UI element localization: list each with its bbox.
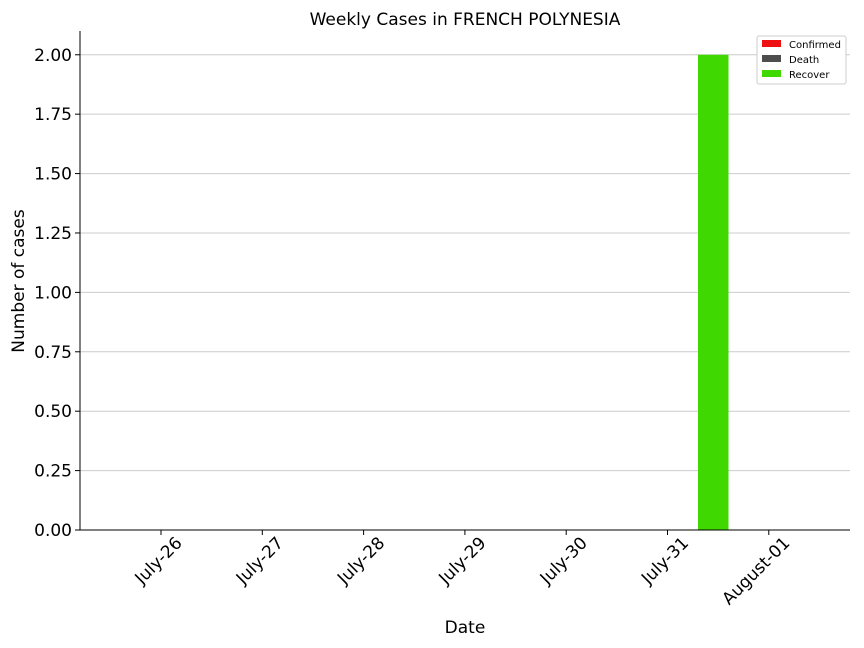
legend-swatch-recover	[762, 70, 781, 77]
x-tick-label: July-31	[637, 533, 693, 589]
y-tick-label: 0.00	[34, 521, 72, 541]
legend-label-confirmed: Confirmed	[789, 40, 841, 51]
x-ticks: July-26 July-27 July-28 July-29 July-30 July-…	[131, 530, 794, 609]
x-tick-label: July-26	[131, 533, 187, 589]
y-tick-label: 0.75	[34, 343, 72, 363]
y-tick-label: 0.25	[34, 462, 72, 482]
chart-title: Weekly Cases in FRENCH POLYNESIA	[310, 10, 621, 30]
x-tick-label: July-30	[536, 533, 592, 589]
legend-label-death: Death	[789, 55, 819, 66]
x-tick-label: July-29	[435, 533, 491, 589]
y-tick-label: 1.00	[34, 283, 72, 303]
x-axis-label: Date	[445, 618, 486, 638]
grid-lines	[80, 54, 850, 472]
legend-swatch-confirmed	[762, 40, 781, 47]
legend-swatch-death	[762, 55, 781, 62]
y-tick-label: 0.50	[34, 402, 72, 422]
legend: Confirmed Death Recover	[756, 35, 847, 85]
y-tick-label: 1.50	[34, 165, 72, 185]
y-tick-label: 2.00	[34, 46, 72, 66]
y-tick-label: 1.75	[34, 105, 72, 125]
y-tick-label: 1.25	[34, 224, 72, 244]
bar-recover	[698, 54, 729, 531]
bars	[698, 54, 729, 531]
legend-label-recover: Recover	[789, 70, 830, 81]
x-tick-label: August-01	[718, 533, 794, 609]
x-tick-label: July-28	[333, 533, 389, 589]
x-tick-label: July-27	[232, 533, 288, 589]
y-ticks: 0.00 0.25 0.50 0.75 1.00 1.25 1.50 1.75 2.00	[34, 46, 80, 541]
y-axis-label: Number of cases	[9, 209, 29, 353]
